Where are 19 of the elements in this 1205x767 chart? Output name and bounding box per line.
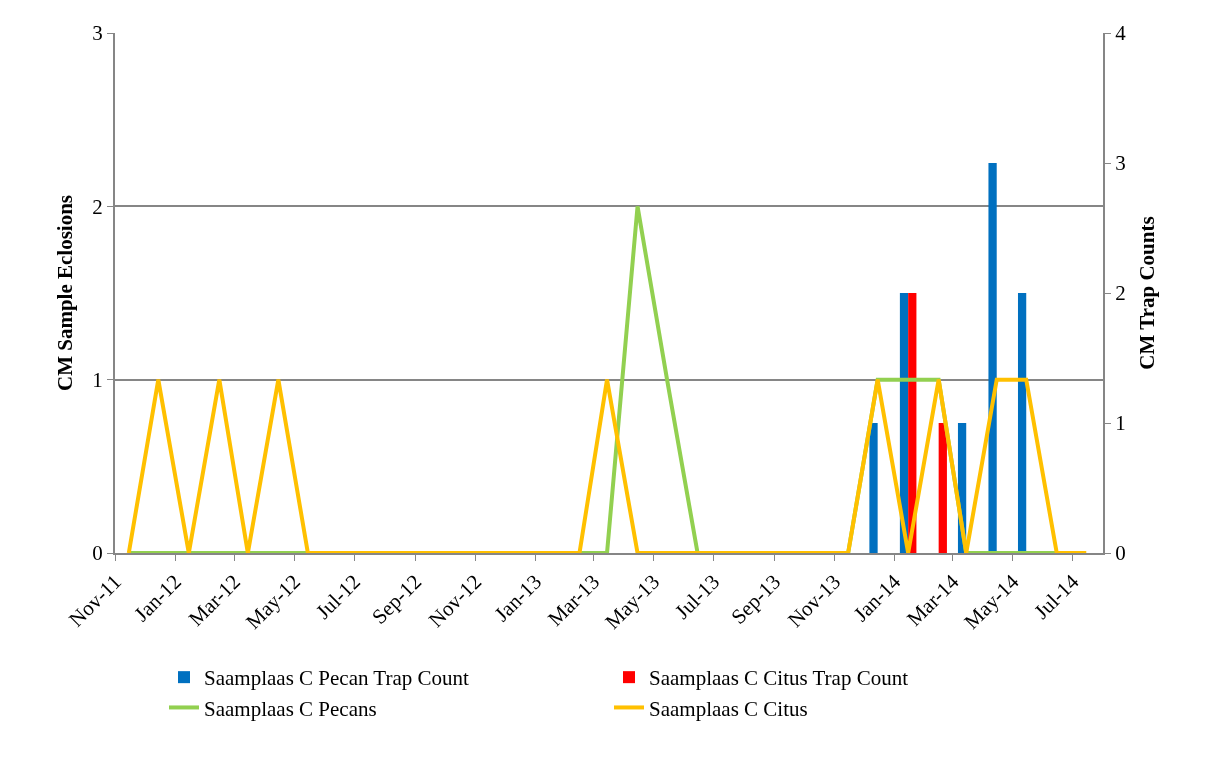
y-tick-label: 1: [92, 368, 103, 393]
y2-tick-label: 4: [1115, 21, 1127, 46]
y2-tick-label: 1: [1115, 411, 1126, 436]
y-tick-label: 0: [92, 541, 103, 566]
legend-label: Saamplaas C Pecans: [204, 696, 377, 721]
legend-label: Saamplaas C Citus: [649, 696, 808, 721]
y2-axis-title: CM Trap Counts: [1134, 216, 1159, 370]
y2-tick-label: 0: [1115, 541, 1126, 566]
legend-label: Saamplaas C Pecan Trap Count: [204, 666, 469, 691]
legend-label: Saamplaas C Citus Trap Count: [649, 666, 909, 691]
y2-tick-label: 3: [1115, 151, 1126, 176]
bar: [938, 423, 947, 553]
y-tick-label: 2: [92, 194, 103, 219]
bar: [869, 423, 878, 553]
y-tick-label: 3: [92, 21, 103, 46]
y-axis-title: CM Sample Eclosions: [52, 194, 77, 392]
y2-tick-label: 2: [1115, 281, 1126, 306]
bar: [1017, 293, 1027, 553]
bar: [988, 163, 997, 553]
